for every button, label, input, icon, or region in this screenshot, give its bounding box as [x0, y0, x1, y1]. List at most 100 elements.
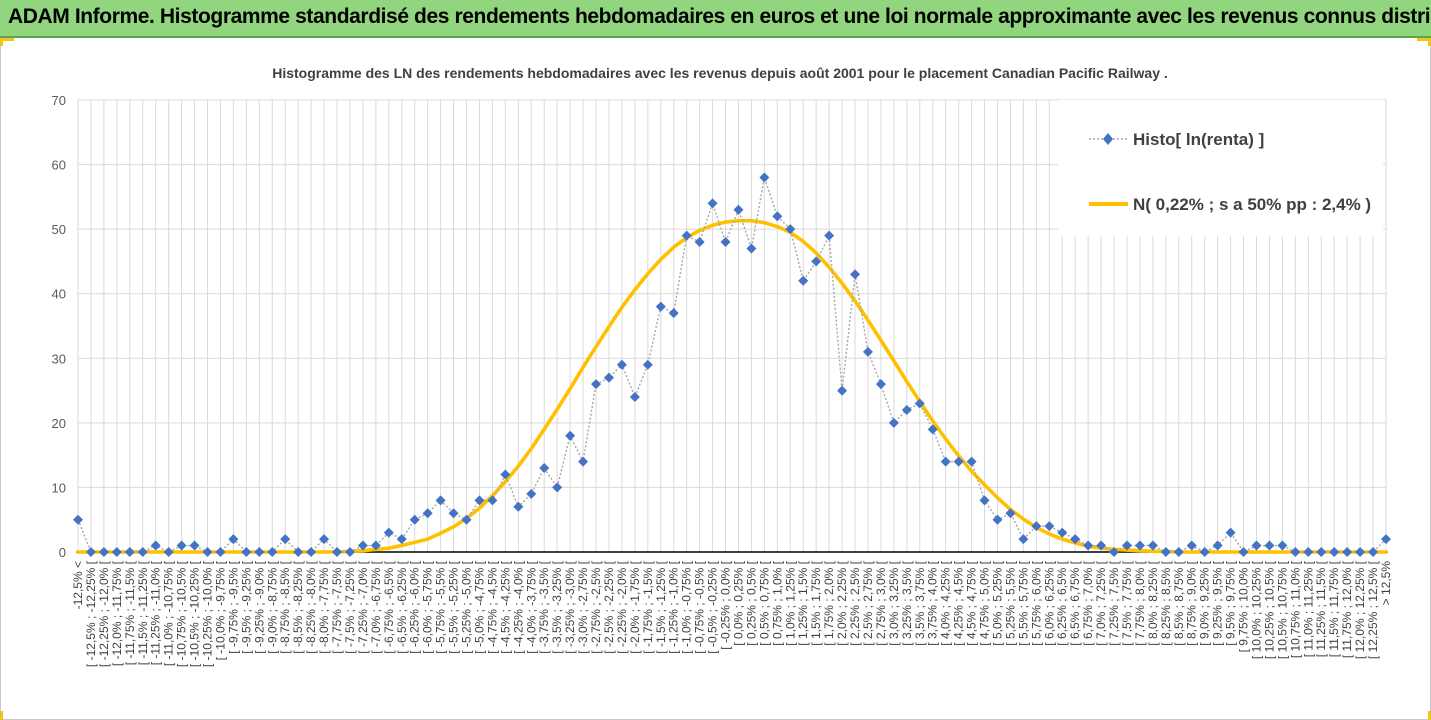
- histogram-point: [629, 392, 640, 403]
- histogram-point: [1121, 540, 1132, 551]
- x-tick-label: [ -2,25% ; -2,0% [: [615, 560, 629, 653]
- x-tick-label: [ 0,5% ; 0,75% [: [757, 560, 771, 645]
- corner-mark-top-left: [0, 38, 14, 41]
- x-tick-label: [ -12,0% ; -11,75% [: [110, 560, 124, 666]
- histogram-point: [526, 488, 537, 499]
- histogram-point: [901, 404, 912, 415]
- x-tick-label: [ -6,25% ; -6,0% [: [408, 560, 422, 653]
- x-tick-label: [ 6,25% ; 6,5% [: [1055, 560, 1069, 645]
- x-tick-label: [ -9,25% ; -9,0% [: [252, 560, 266, 653]
- histogram-point: [837, 385, 848, 396]
- x-tick-label: [ -9,75% ; -9,5% [: [226, 560, 240, 653]
- x-tick-label: [ -12,5% ; -12,25% [: [84, 560, 98, 667]
- histogram-point: [953, 456, 964, 467]
- x-tick-label: [ 2,75% ; 3,0% [: [874, 560, 888, 645]
- x-tick-label: [ -5,75% ; -5,5% [: [434, 560, 448, 653]
- x-tick-label: [ -9,5% ; -9,25% [: [239, 560, 253, 653]
- x-tick-label: [ -7,5% ; -7,25% [: [343, 560, 357, 653]
- histogram-point: [591, 379, 602, 390]
- x-tick-label: [ -1,25% ; -1,0% [: [667, 560, 681, 653]
- x-tick-label: [ 4,5% ; 4,75% [: [965, 560, 979, 645]
- x-tick-label: [ 10,25% ; 10,5% [: [1262, 560, 1276, 659]
- x-tick-label: [ 1,75% ; 2,0% [: [822, 560, 836, 645]
- histogram-point: [655, 301, 666, 312]
- histogram-point: [642, 359, 653, 370]
- histogram-point: [785, 224, 796, 235]
- histogram-point: [707, 198, 718, 209]
- histogram-point: [668, 308, 679, 319]
- x-tick-label: [ -8,5% ; -8,25% [: [291, 560, 305, 653]
- histogram-point: [1251, 540, 1262, 551]
- histogram-point: [1199, 547, 1210, 557]
- histogram-point: [565, 430, 576, 441]
- histogram-point: [461, 514, 472, 525]
- x-tick-label: [ -10,25% ; -10,0% [: [201, 560, 215, 667]
- legend-histo-label: Histo[ ln(renta) ]: [1133, 130, 1264, 149]
- x-tick-label: [ -10,0% ; -9,75% [: [213, 560, 227, 660]
- histogram-series-layer: [73, 172, 1391, 557]
- x-tick-label: [ -6,0% ; -5,75% [: [421, 560, 435, 653]
- histogram-point: [875, 379, 886, 390]
- histogram-point: [98, 547, 109, 557]
- report-title: ADAM Informe. Histogramme standardisé de…: [8, 5, 1431, 28]
- x-tick-label: [ 8,25% ; 8,5% [: [1159, 560, 1173, 645]
- histogram-point: [344, 547, 355, 557]
- corner-mark-top-right: [1417, 38, 1431, 41]
- histogram-point: [1044, 521, 1055, 532]
- x-tick-label: [ 10,5% ; 10,75% [: [1275, 560, 1289, 659]
- x-tick-label: [ 3,75% ; 4,0% [: [926, 560, 940, 645]
- gridlines: [76, 99, 1388, 553]
- x-tick-label: [ -6,75% ; -6,5% [: [382, 560, 396, 653]
- histogram-point: [539, 463, 550, 474]
- x-tick-label: [ -5,25% ; -5,0% [: [460, 560, 474, 653]
- histogram-point: [202, 547, 213, 557]
- legend-box: [1058, 100, 1383, 236]
- histogram-point: [448, 508, 459, 519]
- histogram-point: [370, 540, 381, 551]
- histogram-point: [500, 469, 511, 480]
- histogram-point: [137, 547, 148, 557]
- histogram-point: [357, 540, 368, 551]
- y-tick-label: 30: [52, 351, 66, 366]
- histogram-point: [1109, 547, 1120, 557]
- x-tick-label: [ 6,75% ; 7,0% [: [1081, 560, 1095, 645]
- histogram-point: [267, 547, 278, 557]
- x-tick-label: [ -7,25% ; -7,0% [: [356, 560, 370, 653]
- histogram-point: [163, 547, 174, 557]
- histogram-point: [1277, 540, 1288, 551]
- histogram-point: [992, 514, 1003, 525]
- histogram-series-line: [77, 177, 1387, 553]
- histogram-point: [1316, 547, 1327, 557]
- x-tick-label: [ 10,75% ; 11,0% [: [1288, 560, 1302, 658]
- x-tick-label: [ -11,5% ; -11,25% [: [136, 560, 150, 665]
- histogram-point: [254, 547, 265, 557]
- histogram-point: [396, 534, 407, 545]
- histogram-point: [927, 424, 938, 435]
- y-tick-label: 60: [52, 158, 66, 173]
- histogram-point: [409, 514, 420, 525]
- legend-histo-marker: [1103, 133, 1113, 145]
- histogram-point: [1186, 540, 1197, 551]
- x-tick-label: [ 11,5% ; 11,75% [: [1327, 560, 1341, 657]
- histogram-point: [319, 534, 330, 545]
- corner-mark-bottom-left: [0, 711, 3, 720]
- histogram-point: [150, 540, 161, 551]
- corner-mark-top-left-v: [0, 38, 3, 46]
- corner-mark-bottom-right: [1428, 711, 1431, 720]
- histogram-point: [578, 456, 589, 467]
- histogram-point: [746, 243, 757, 254]
- x-tick-label: [ -1,5% ; -1,25% [: [654, 560, 668, 653]
- histogram-point: [306, 547, 317, 557]
- histogram-point: [1238, 547, 1249, 557]
- histogram-point: [1355, 547, 1366, 557]
- x-tick-label: [ -8,0% ; -7,75% [: [317, 560, 331, 653]
- x-tick-label: [ -2,0% ; -1,75% [: [628, 560, 642, 653]
- x-tick-label: [ -5,0% ; -4,75% [: [472, 560, 486, 653]
- x-tick-label: [ 0,25% ; 0,5% [: [744, 560, 758, 645]
- x-tick-label: [ 6,5% ; 6,75% [: [1068, 560, 1082, 645]
- x-tick-label: [ 5,5% ; 5,75% [: [1016, 560, 1030, 645]
- y-tick-label: 50: [52, 222, 66, 237]
- histogram-point: [1018, 534, 1029, 545]
- histogram-point: [1342, 547, 1353, 557]
- x-tick-label: [ 6,0% ; 6,25% [: [1042, 560, 1056, 645]
